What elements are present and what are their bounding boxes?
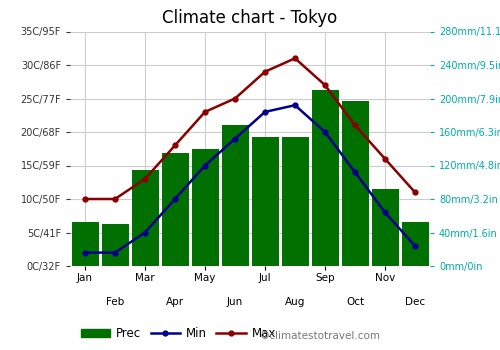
Bar [222,125,248,266]
Bar [342,101,368,266]
Text: Jun: Jun [227,296,243,307]
Title: Climate chart - Tokyo: Climate chart - Tokyo [162,9,338,27]
Bar [312,90,338,266]
Bar [102,224,128,266]
Bar [132,170,158,266]
Text: Aug: Aug [285,296,305,307]
Text: Feb: Feb [106,296,124,307]
Text: Oct: Oct [346,296,364,307]
Text: Apr: Apr [166,296,184,307]
Legend: Prec, Min, Max: Prec, Min, Max [76,322,281,344]
Text: ©climatestotravel.com: ©climatestotravel.com [260,331,381,341]
Bar [372,189,398,266]
Text: Dec: Dec [405,296,425,307]
Bar [252,137,278,266]
Bar [402,223,428,266]
Bar [192,149,218,266]
Bar [282,137,308,266]
Bar [162,153,188,266]
Bar [72,223,99,266]
